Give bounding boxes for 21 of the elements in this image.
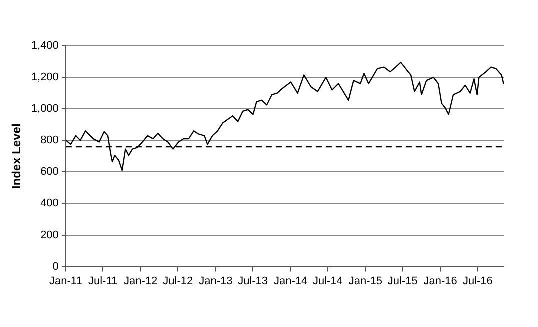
y-tick-label: 200 [40, 229, 59, 242]
x-tick-label: Jan-14 [274, 275, 308, 288]
y-tick-label: 0 [52, 260, 59, 273]
x-tick-label: Jul-12 [163, 275, 194, 288]
x-tick-label: Jul-15 [388, 275, 418, 288]
y-tick-label: 400 [40, 198, 59, 210]
y-tick-label: 1,400 [31, 40, 59, 52]
x-tick-label: Jan-11 [50, 275, 82, 288]
x-tick-label: Jan-16 [424, 275, 458, 288]
x-tick-label: Jan-12 [124, 275, 158, 288]
x-tick-label: Jul-11 [88, 275, 118, 288]
x-tick-label: Jan-13 [199, 275, 233, 288]
y-tick-label: 800 [40, 134, 59, 147]
y-axis-title: Index Level [10, 124, 24, 190]
x-tick-label: Jan-15 [348, 275, 383, 288]
y-tick-label: 600 [40, 166, 59, 178]
y-tick-label: 1,200 [31, 72, 59, 84]
y-tick-label: 1,000 [31, 103, 59, 116]
x-tick-label: Jul-14 [312, 275, 343, 288]
x-tick-label: Jul-16 [462, 275, 493, 288]
x-tick-label: Jul-13 [238, 275, 268, 288]
